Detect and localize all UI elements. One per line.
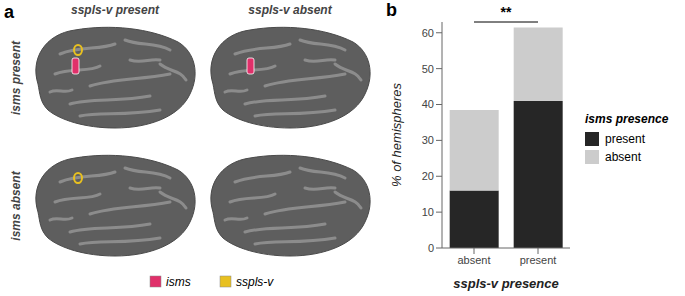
svg-text:sspls-v present: sspls-v present [71,3,160,17]
svg-text:isms: isms [166,275,191,289]
html-text:b: b [386,0,397,20]
svg-text:sspls-v: sspls-v [236,275,274,289]
svg-text:20: 20 [422,170,434,182]
svg-text:10: 10 [422,206,434,218]
svg-text:sspls-v absent: sspls-v absent [248,3,332,17]
svg-text:0: 0 [428,242,434,254]
svg-text:isms present: isms present [9,40,23,115]
svg-text:40: 40 [422,98,434,110]
svg-text:30: 30 [422,134,434,146]
html-text:isms presence: isms presence [585,112,669,126]
svg-text:50: 50 [422,63,434,75]
svg-text:present: present [520,254,557,266]
svg-text:isms absent: isms absent [9,170,23,240]
html-text:absent: absent [605,150,641,164]
svg-text:% of hemispheres: % of hemispheres [389,82,404,187]
svg-text:60: 60 [422,27,434,39]
svg-text:a: a [4,2,15,22]
svg-text:**: ** [501,4,512,20]
svg-text:absent: absent [457,254,490,266]
svg-text:sspls-v presence: sspls-v presence [453,276,559,291]
html-text:present: present [605,132,645,146]
